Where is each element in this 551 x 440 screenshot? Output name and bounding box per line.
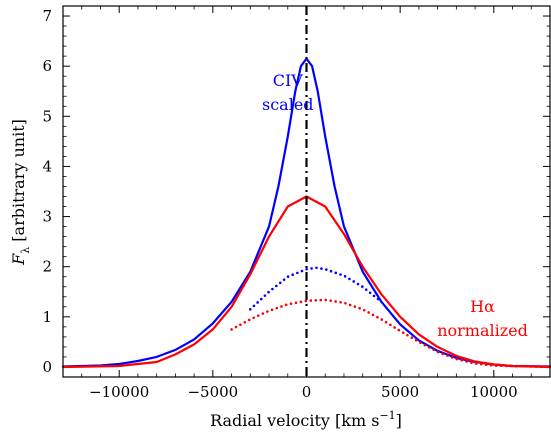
x-tick-label: 0 <box>302 383 312 401</box>
y-tick-label: 1 <box>42 308 52 326</box>
x-axis-title-text: Radial velocity [km s <box>210 411 379 430</box>
y-tick-label: 4 <box>42 157 52 175</box>
annotation-1-line-2: scaled <box>262 95 314 114</box>
tick-labels: −10000 −5000 0 5000 10000 0 1 2 3 4 5 6 7 <box>42 7 517 401</box>
annotations: CIV scaled Hα normalized <box>262 71 528 340</box>
y-axis-title-sub: λ <box>19 247 32 254</box>
y-axis-title: Fλ [arbitrary unit] <box>9 119 32 266</box>
x-tick-label: −10000 <box>89 383 149 401</box>
y-tick-label: 5 <box>42 107 52 125</box>
y-axis-title-rest: [arbitrary unit] <box>9 119 28 247</box>
series-line-2 <box>61 195 551 369</box>
annotation-2-line-1: Hα <box>470 297 495 316</box>
y-tick-label: 3 <box>42 208 52 226</box>
x-axis-title-sup: −1 <box>379 409 395 422</box>
y-axis-title-var: F <box>9 253 28 266</box>
y-tick-label: 2 <box>42 258 52 276</box>
y-tick-label: 0 <box>42 358 52 376</box>
x-tick-label: 5000 <box>381 383 419 401</box>
series-line-3 <box>249 266 383 311</box>
annotation-1-line-1: CIV <box>273 71 304 90</box>
series-line-4 <box>230 298 551 369</box>
x-axis-title-close: ] <box>396 411 402 430</box>
plot-frame <box>62 5 551 378</box>
annotation-2-line-2: normalized <box>437 321 528 340</box>
x-tick-label: −5000 <box>187 383 238 401</box>
x-axis-title: Radial velocity [km s−1] <box>210 409 402 430</box>
y-tick-label: 6 <box>42 57 52 75</box>
y-tick-label: 7 <box>42 7 52 25</box>
x-tick-label: 10000 <box>470 383 518 401</box>
